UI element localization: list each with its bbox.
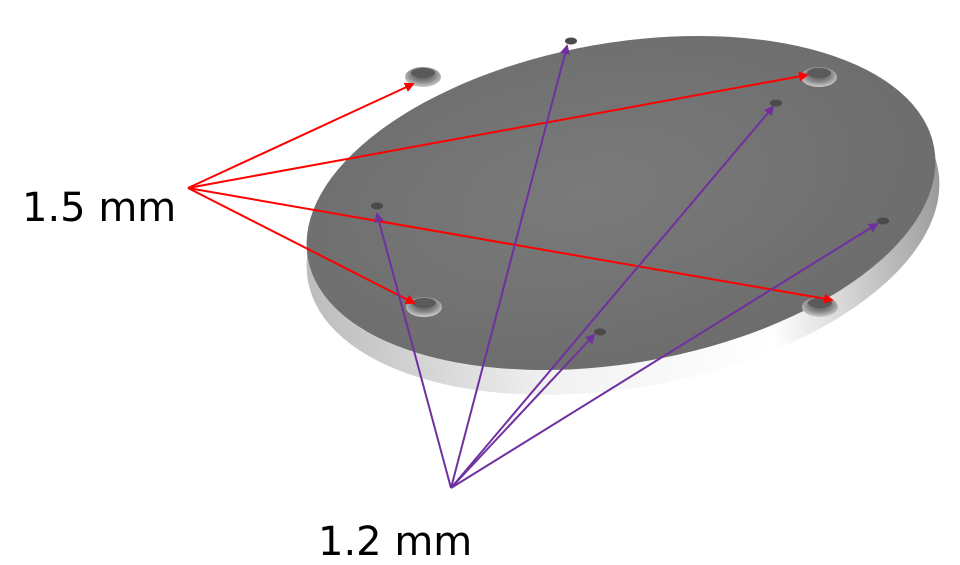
large-hole [801, 67, 837, 87]
arrow-large [187, 187, 834, 304]
small-hole-size-label: 1.2 mm [318, 519, 473, 565]
arrow-large [187, 187, 416, 304]
large-holes [405, 67, 838, 317]
small-hole [770, 99, 782, 107]
small-holes [371, 37, 889, 336]
arrow-large [187, 71, 809, 189]
arrow-small [450, 44, 570, 489]
small-hole [594, 328, 606, 336]
small-hole [877, 217, 889, 225]
arrow-small [450, 222, 879, 489]
large-hole [802, 297, 838, 317]
large-hole-size-label: 1.5 mm [22, 185, 177, 231]
circular-plate [306, 36, 940, 395]
arrow-small [450, 333, 596, 489]
arrow-small [450, 105, 775, 489]
small-hole [565, 37, 577, 45]
plate-top-surface [306, 36, 936, 370]
arrow-small [374, 212, 452, 489]
large-hole [406, 297, 442, 317]
large-hole [405, 67, 441, 87]
arrow-large [187, 82, 415, 189]
small-hole [371, 202, 383, 210]
small-hole-arrows [374, 44, 879, 489]
large-hole-arrows [187, 71, 834, 304]
